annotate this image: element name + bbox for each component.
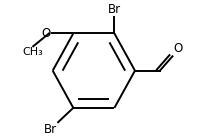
Text: O: O bbox=[173, 43, 182, 55]
Text: Br: Br bbox=[108, 3, 121, 16]
Text: Br: Br bbox=[44, 123, 57, 136]
Text: CH₃: CH₃ bbox=[22, 47, 43, 57]
Text: O: O bbox=[41, 27, 51, 40]
